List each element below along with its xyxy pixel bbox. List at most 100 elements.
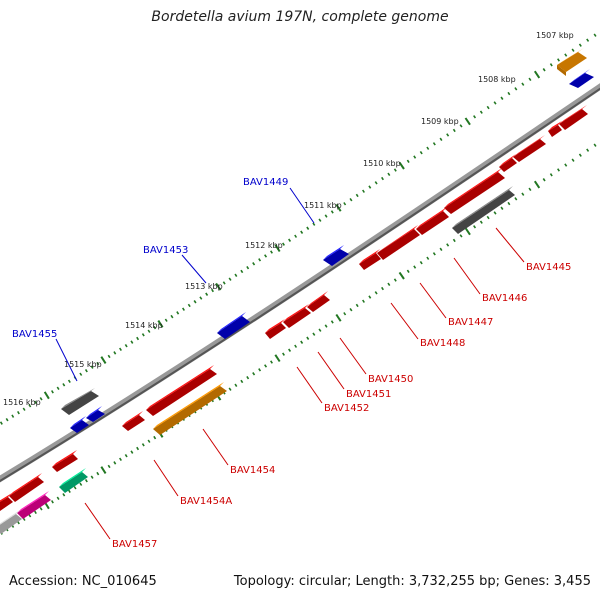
gene-label-bav1448: BAV1448 xyxy=(420,338,465,349)
genome-backbone-shadow xyxy=(0,87,600,483)
tick-label-1516: 1516 kbp xyxy=(3,398,41,407)
gene-bav1447[interactable] xyxy=(416,207,449,235)
major-tick xyxy=(43,391,50,400)
minor-tick xyxy=(330,210,334,214)
gene-bav1449[interactable] xyxy=(323,245,349,266)
minor-tick xyxy=(96,361,100,366)
minor-tick xyxy=(557,168,560,172)
gene-gray-1455[interactable] xyxy=(61,388,99,415)
minor-tick xyxy=(493,211,497,215)
minor-tick xyxy=(432,252,436,256)
minor-tick xyxy=(258,258,262,262)
minor-tick xyxy=(107,354,111,359)
minor-tick xyxy=(586,148,590,152)
minor-tick xyxy=(500,96,504,100)
accession-text: Accession: NC_010645 xyxy=(9,574,157,589)
minor-tick xyxy=(84,478,88,483)
minor-tick xyxy=(17,411,20,415)
major-tick xyxy=(398,161,405,170)
gene-bav1450[interactable] xyxy=(307,291,330,312)
minor-tick xyxy=(578,153,582,157)
minor-tick xyxy=(593,33,597,37)
tick-label-1514: 1514 kbp xyxy=(125,321,163,330)
minor-tick xyxy=(355,193,359,198)
minor-tick xyxy=(446,133,450,137)
minor-tick xyxy=(234,383,238,388)
minor-tick xyxy=(84,368,88,373)
minor-tick xyxy=(381,176,384,181)
topology-summary: Topology: circular; Length: 3,732,255 bp… xyxy=(233,574,591,589)
minor-tick xyxy=(294,344,298,348)
minor-tick xyxy=(549,173,553,177)
minor-tick xyxy=(368,295,372,299)
minor-tick xyxy=(452,238,456,243)
gene-bav1457[interactable] xyxy=(59,468,88,493)
minor-tick xyxy=(419,150,423,155)
gene-label-bav1454a: BAV1454A xyxy=(180,496,232,507)
major-tick xyxy=(464,117,471,126)
major-tick xyxy=(274,244,281,253)
gene-bav1454[interactable] xyxy=(153,382,227,435)
minor-tick xyxy=(479,220,483,224)
major-tick xyxy=(335,313,342,322)
minor-tick xyxy=(300,230,304,234)
tick-label-1512: 1512 kbp xyxy=(245,241,283,250)
major-tick xyxy=(533,180,541,189)
minor-tick xyxy=(393,278,397,282)
gene-red-far-right[interactable] xyxy=(499,105,588,172)
minor-tick xyxy=(507,91,511,96)
minor-tick xyxy=(34,400,37,404)
gene-bav1453[interactable] xyxy=(217,312,250,339)
gene-forward-strand xyxy=(61,48,594,433)
minor-tick xyxy=(39,397,43,401)
minor-tick xyxy=(270,360,273,364)
tick-label-1511: 1511 kbp xyxy=(304,201,342,210)
tick-label-1515: 1515 kbp xyxy=(64,360,102,369)
gene-red-left[interactable] xyxy=(0,450,78,511)
minor-tick xyxy=(136,446,140,451)
minor-tick xyxy=(56,386,60,391)
minor-tick xyxy=(500,206,504,210)
gene-bav1445[interactable] xyxy=(452,186,515,234)
minor-tick xyxy=(282,242,285,246)
minor-tick xyxy=(324,214,328,218)
minor-tick xyxy=(62,383,66,387)
gene-blue-top[interactable] xyxy=(569,69,594,88)
minor-tick xyxy=(343,312,347,316)
gene-bav1451[interactable] xyxy=(283,304,311,328)
minor-tick xyxy=(107,464,111,469)
gene-label-bav1453: BAV1453 xyxy=(143,245,188,256)
genome-backbone xyxy=(0,83,600,483)
major-tick xyxy=(100,356,107,364)
gene-bav1448[interactable] xyxy=(359,225,420,270)
gene-magenta[interactable] xyxy=(17,491,51,519)
minor-tick xyxy=(571,48,575,52)
minor-tick xyxy=(56,496,60,501)
minor-tick xyxy=(11,414,15,418)
minor-tick xyxy=(252,372,256,376)
gene-label-bav1457: BAV1457 xyxy=(112,539,157,550)
minor-tick xyxy=(222,281,226,285)
minor-tick xyxy=(199,296,203,300)
minor-tick xyxy=(300,340,304,344)
gene-bav1452[interactable] xyxy=(265,319,286,339)
gene-label-bav1454: BAV1454 xyxy=(230,465,275,476)
gene-bav1446[interactable] xyxy=(444,168,505,214)
gene-lightgray[interactable] xyxy=(0,510,22,534)
minor-tick xyxy=(34,510,37,514)
minor-tick xyxy=(406,269,410,274)
minor-tick xyxy=(318,218,322,222)
minor-tick xyxy=(240,379,244,384)
minor-tick xyxy=(211,288,214,293)
minor-tick xyxy=(90,365,94,369)
minor-tick xyxy=(473,115,477,119)
major-tick xyxy=(464,227,471,236)
minor-tick xyxy=(228,277,232,281)
minor-tick xyxy=(426,256,430,260)
minor-tick xyxy=(459,234,463,238)
gene-orange-top[interactable] xyxy=(557,48,587,76)
tick-label-1510: 1510 kbp xyxy=(363,159,401,168)
minor-tick xyxy=(67,379,71,384)
gene-bav1454a[interactable] xyxy=(122,365,217,431)
gene-bav1455[interactable] xyxy=(70,406,105,433)
